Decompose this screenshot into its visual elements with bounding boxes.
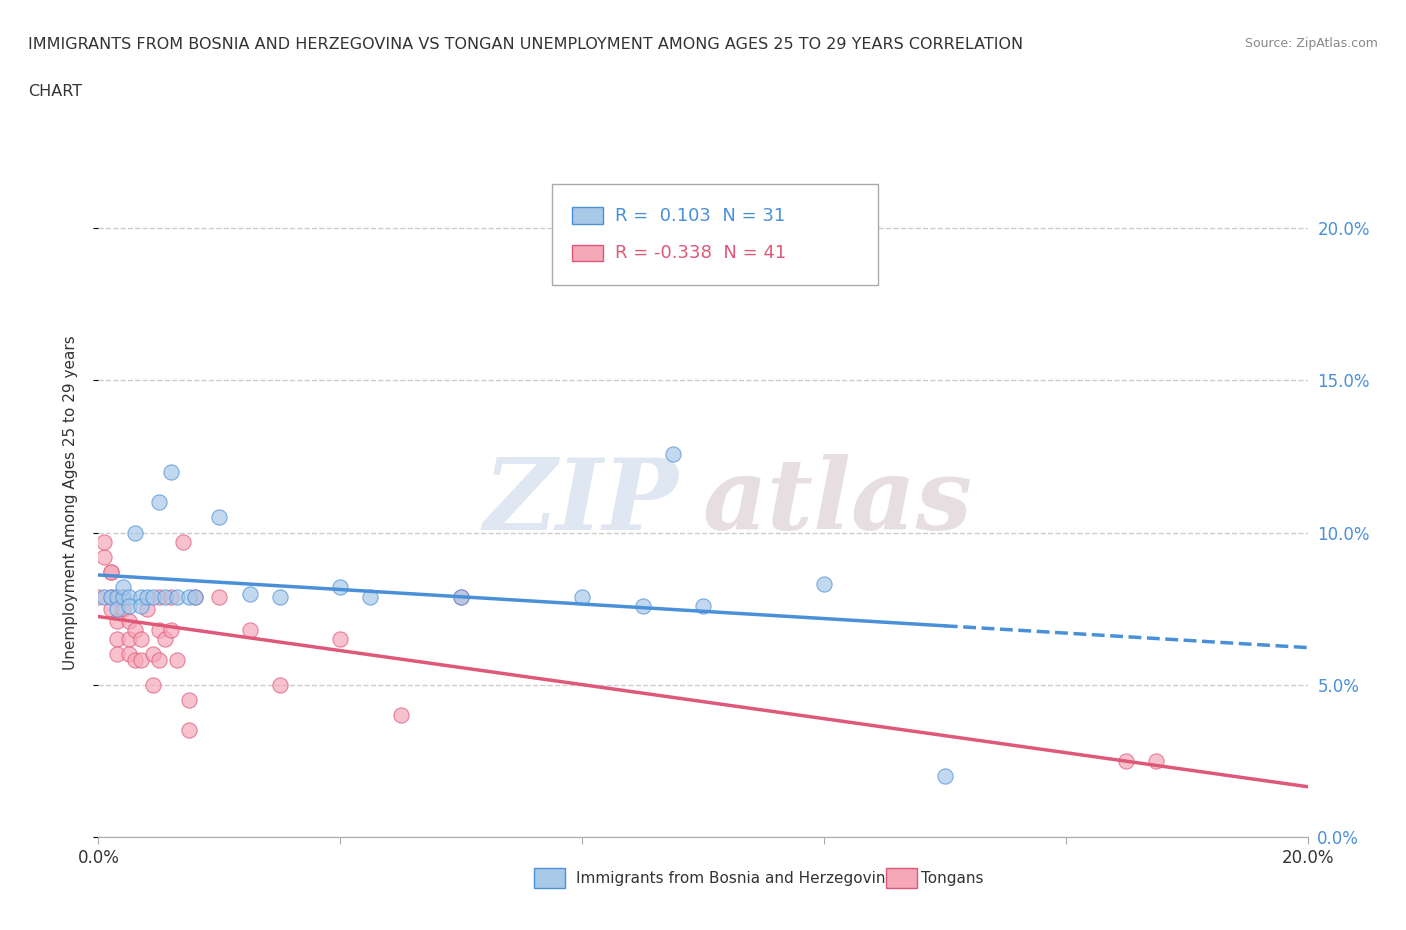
Point [172, 535, 194, 550]
Point [105, 631, 128, 646]
Point [100, 589, 122, 604]
Point [105, 589, 128, 604]
Point [184, 589, 207, 604]
Text: Immigrants from Bosnia and Herzegovina: Immigrants from Bosnia and Herzegovina [576, 871, 896, 886]
Point [153, 589, 176, 604]
Point [100, 565, 122, 579]
Point [148, 495, 170, 510]
Text: Tongans: Tongans [921, 871, 983, 886]
Text: R = -0.338  N = 41: R = -0.338 N = 41 [614, 244, 786, 262]
Point [631, 598, 654, 613]
Point [129, 589, 152, 604]
Point [239, 586, 262, 601]
Point [692, 598, 714, 613]
Point [160, 464, 183, 479]
Point [135, 589, 157, 604]
FancyBboxPatch shape [553, 184, 879, 285]
Point [148, 653, 170, 668]
Point [184, 589, 207, 604]
Point [142, 647, 165, 662]
Point [329, 631, 352, 646]
Point [1144, 753, 1167, 768]
Point [450, 589, 472, 604]
Point [166, 589, 188, 604]
Point [142, 589, 165, 604]
Point [450, 589, 472, 604]
Point [813, 577, 835, 591]
Text: IMMIGRANTS FROM BOSNIA AND HERZEGOVINA VS TONGAN UNEMPLOYMENT AMONG AGES 25 TO 2: IMMIGRANTS FROM BOSNIA AND HERZEGOVINA V… [28, 37, 1024, 52]
Point [389, 708, 412, 723]
Text: atlas: atlas [703, 454, 973, 551]
Point [129, 653, 152, 668]
Point [118, 647, 141, 662]
Point [1115, 753, 1137, 768]
Point [93, 589, 115, 604]
Point [105, 647, 128, 662]
Point [239, 622, 262, 637]
Point [105, 589, 128, 604]
Point [105, 602, 128, 617]
Point [105, 614, 128, 629]
Point [179, 693, 201, 708]
Point [124, 653, 146, 668]
Point [87, 589, 110, 604]
Point [329, 580, 352, 595]
Point [100, 565, 122, 579]
Point [111, 589, 134, 604]
Point [118, 589, 141, 604]
Text: CHART: CHART [28, 84, 82, 99]
Point [124, 525, 146, 540]
Point [269, 589, 291, 604]
Y-axis label: Unemployment Among Ages 25 to 29 years: Unemployment Among Ages 25 to 29 years [63, 335, 77, 670]
Point [208, 589, 231, 604]
Text: R =  0.103  N = 31: R = 0.103 N = 31 [614, 206, 785, 225]
Point [135, 602, 157, 617]
Point [142, 677, 165, 692]
Point [166, 653, 188, 668]
Point [153, 631, 176, 646]
FancyBboxPatch shape [572, 207, 603, 224]
Point [934, 769, 956, 784]
Point [179, 723, 201, 737]
Point [208, 510, 231, 525]
Point [662, 446, 685, 461]
Point [179, 589, 201, 604]
Point [360, 589, 382, 604]
Point [111, 580, 134, 595]
Point [160, 589, 183, 604]
Point [124, 622, 146, 637]
Point [160, 622, 183, 637]
Point [148, 622, 170, 637]
FancyBboxPatch shape [572, 245, 603, 261]
Text: ZIP: ZIP [484, 454, 679, 551]
Point [269, 677, 291, 692]
Point [118, 598, 141, 613]
Text: Source: ZipAtlas.com: Source: ZipAtlas.com [1244, 37, 1378, 50]
Point [111, 602, 134, 617]
Point [93, 535, 115, 550]
Point [118, 631, 141, 646]
Point [571, 589, 593, 604]
Point [118, 614, 141, 629]
Point [129, 598, 152, 613]
Point [100, 602, 122, 617]
Point [93, 550, 115, 565]
Point [129, 631, 152, 646]
Point [100, 589, 122, 604]
Point [111, 589, 134, 604]
Point [148, 589, 170, 604]
